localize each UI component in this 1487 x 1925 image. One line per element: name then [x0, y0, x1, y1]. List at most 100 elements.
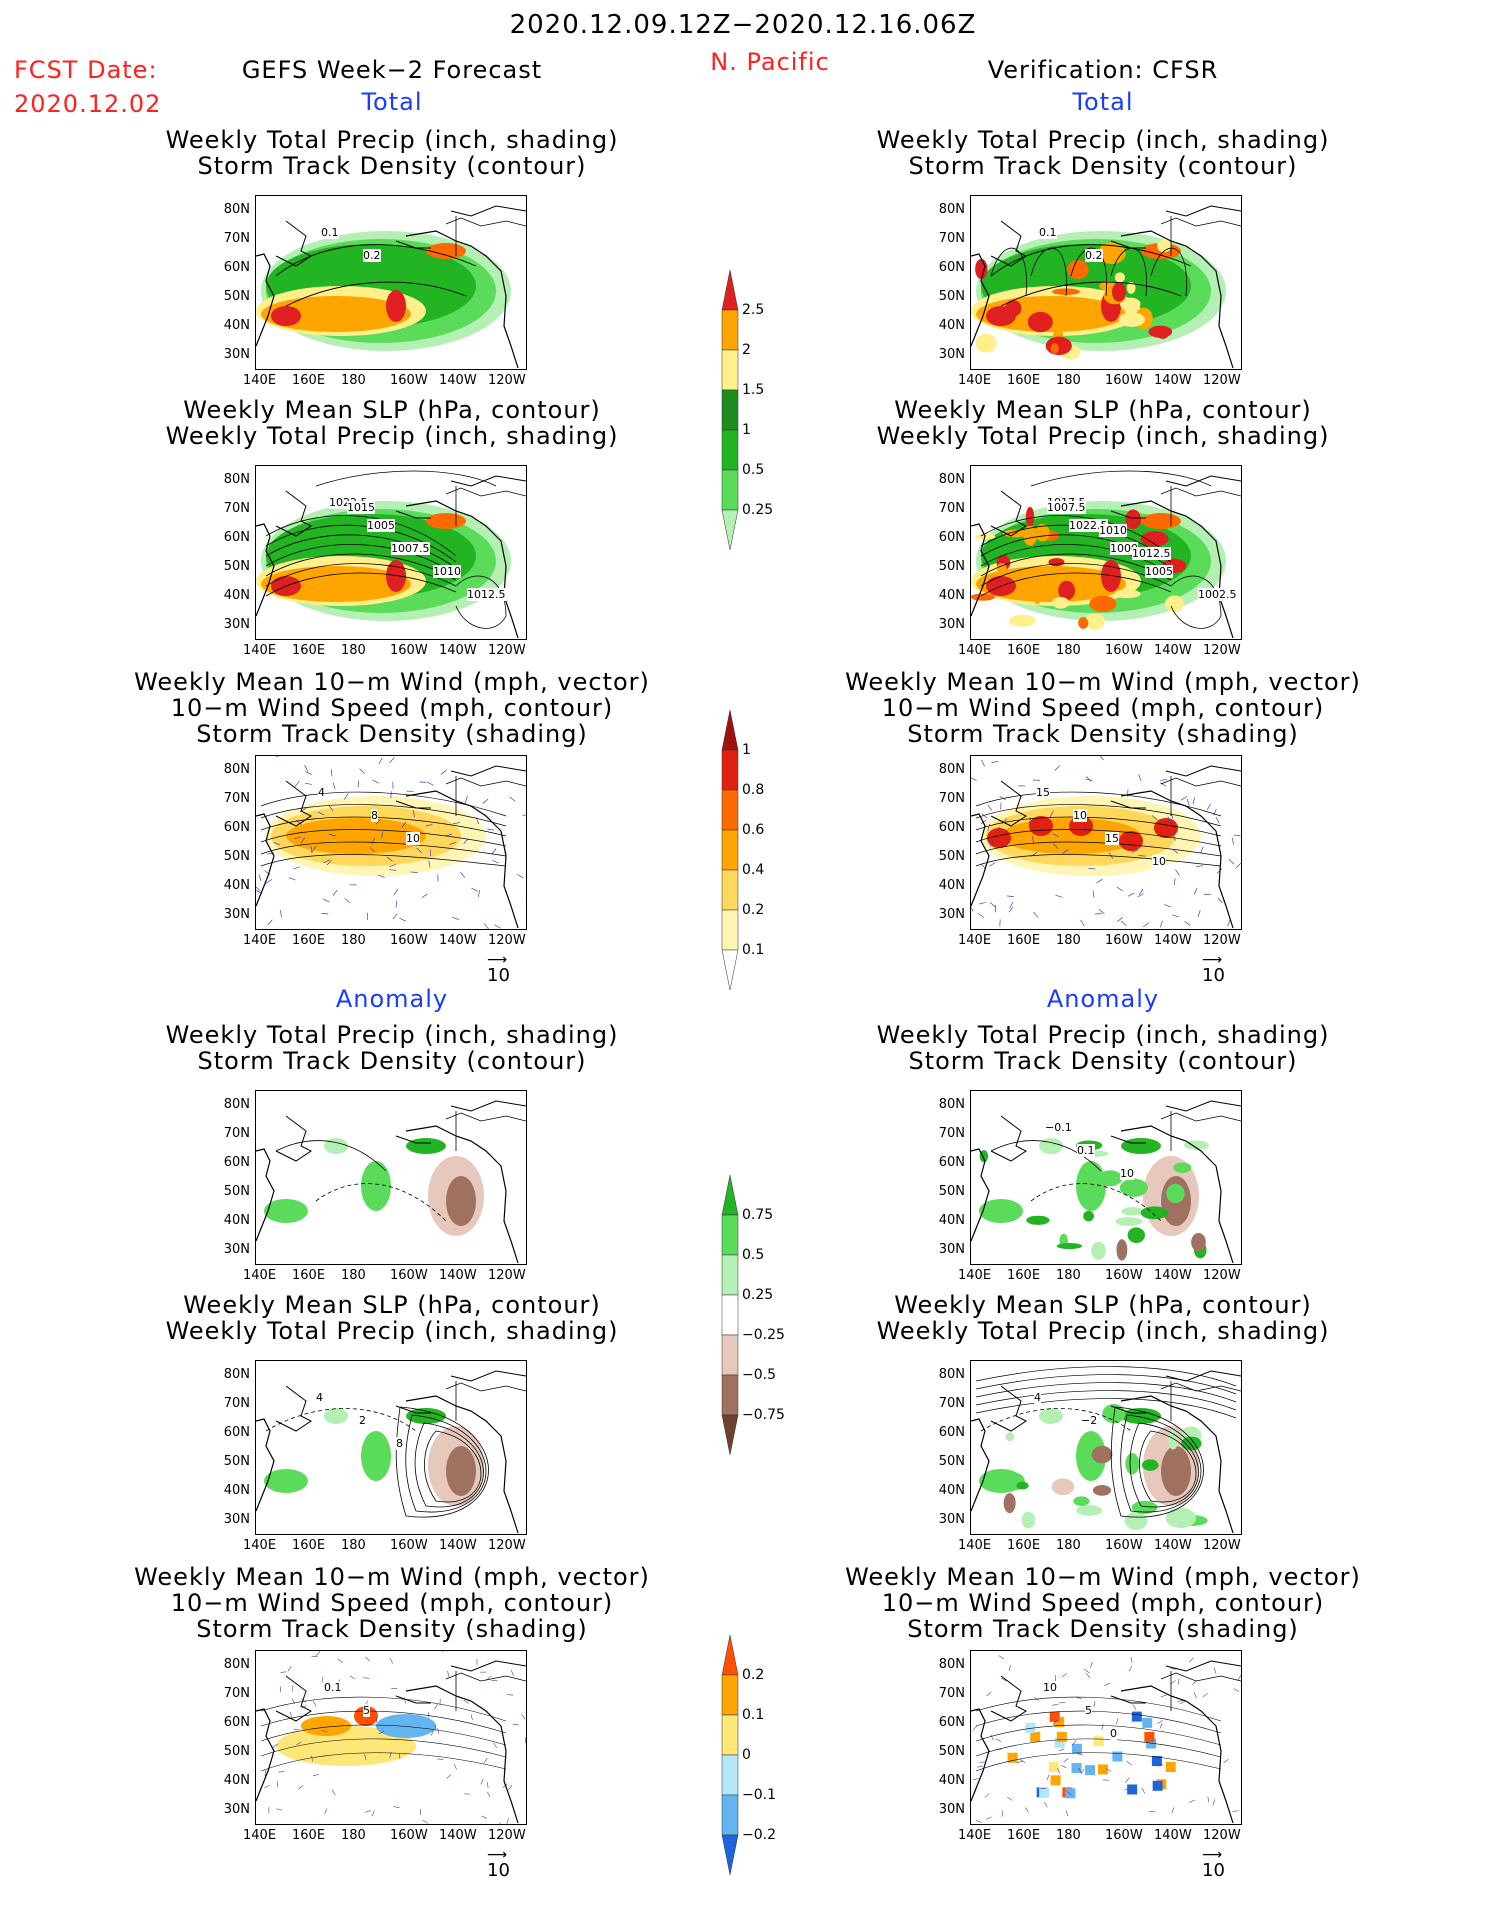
panel-title-cfsr-2-1: 10−m Wind Speed (mph, contour) [881, 694, 1325, 722]
lat-tick: 70N [223, 1396, 250, 1411]
panel-title-gefs-5-2: Storm Track Density (shading) [196, 1615, 588, 1643]
colorbar-segment [721, 1754, 739, 1796]
lat-tick: 50N [938, 849, 965, 864]
map-panel-gefs-aslp: 4 2 8 [255, 1360, 527, 1535]
lon-tick: 180 [1056, 373, 1081, 388]
section-total-left: Total [361, 88, 423, 116]
lat-tick: 30N [938, 347, 965, 362]
colorbar-segment [721, 789, 739, 831]
colorbar-label: 0.75 [742, 1207, 774, 1223]
colorbar-label: −0.2 [742, 1827, 776, 1843]
asia-coastline [256, 523, 275, 617]
asia-coastline [256, 813, 275, 907]
lon-tick: 120W [1203, 373, 1241, 388]
vector-arrow-icon: ⟶ [1202, 1847, 1223, 1863]
lon-tick: 180 [1056, 1538, 1081, 1553]
colorbar-label: 0.8 [742, 782, 765, 798]
map-panel-gefs-wind: 4 8 10 [255, 755, 527, 930]
lon-tick: 160W [390, 1268, 428, 1283]
na-coastline [405, 500, 519, 639]
lat-tick: 70N [938, 1396, 965, 1411]
contour-label: 15 [1105, 832, 1119, 845]
lon-tick: 120W [1203, 1828, 1241, 1843]
colorbar-segment [721, 869, 739, 911]
lat-tick: 60N [938, 260, 965, 275]
colorbar-label: 0 [742, 1747, 751, 1763]
map-plot [971, 756, 1241, 929]
lat-tick: 30N [223, 1512, 250, 1527]
lon-tick: 160E [1007, 1828, 1041, 1843]
map-panel-cfsr-aprecip: −0.1 0.1 10 [970, 1090, 1242, 1265]
panel-title-cfsr-3-0: Weekly Total Precip (inch, shading) [876, 1021, 1330, 1049]
lon-tick: 140W [439, 1538, 477, 1553]
na-coastline [405, 1685, 519, 1824]
lat-tick: 70N [938, 791, 965, 806]
colorbar-segment [721, 709, 739, 751]
lon-tick: 180 [1056, 1828, 1081, 1843]
contour-label: 4 [1034, 1391, 1041, 1404]
contour-label: 0.1 [324, 1681, 342, 1694]
lat-tick: 50N [938, 1184, 965, 1199]
vector-ref-value: 10 [487, 1860, 510, 1881]
panel-title-gefs-2-1: 10−m Wind Speed (mph, contour) [170, 694, 614, 722]
map-panel-cfsr-slp: 1017.51022.5100010051002.51007.510101012… [970, 465, 1242, 640]
na-coastline [405, 230, 519, 369]
lon-tick: 140E [243, 1828, 277, 1843]
colorbar-label: 0.2 [742, 902, 765, 918]
panel-title-cfsr-2-0: Weekly Mean 10−m Wind (mph, vector) [845, 668, 1361, 696]
panel-title-cfsr-5-0: Weekly Mean 10−m Wind (mph, vector) [845, 1563, 1361, 1591]
panel-title-gefs-4-1: Weekly Total Precip (inch, shading) [165, 1317, 619, 1345]
panel-title-gefs-3-0: Weekly Total Precip (inch, shading) [165, 1021, 619, 1049]
asia-coastline [971, 1708, 990, 1802]
lat-tick: 40N [938, 588, 965, 603]
contour-label: 1012.5 [1132, 547, 1171, 560]
contour-label: 1005 [1145, 565, 1173, 578]
colorbar-segment [721, 1254, 739, 1296]
panel-title-cfsr-1-1: Weekly Total Precip (inch, shading) [876, 422, 1330, 450]
colorbar-segment [721, 1414, 739, 1456]
lat-tick: 40N [938, 318, 965, 333]
vector-arrow-icon: ⟶ [1202, 952, 1223, 968]
lat-tick: 80N [223, 762, 250, 777]
lat-tick: 60N [938, 1425, 965, 1440]
contour-label: 1007.5 [391, 542, 430, 555]
lon-tick: 140W [439, 643, 477, 658]
panel-title-gefs-3-1: Storm Track Density (contour) [197, 1047, 587, 1075]
panel-title-gefs-4-0: Weekly Mean SLP (hPa, contour) [183, 1291, 601, 1319]
panel-title-gefs-5-0: Weekly Mean 10−m Wind (mph, vector) [134, 1563, 650, 1591]
na-coastline [1120, 790, 1234, 929]
colorbar-label: 0.4 [742, 862, 765, 878]
map-panel-cfsr-aslp: 4 −2 [970, 1360, 1242, 1535]
asia-coastline [256, 1148, 275, 1242]
lon-tick: 140W [1154, 1268, 1192, 1283]
section-anomaly-right: Anomaly [1046, 985, 1160, 1013]
na-coastline [1120, 1685, 1234, 1824]
lon-tick: 160E [1007, 1268, 1041, 1283]
colorbar-label: 2 [742, 342, 751, 358]
colorbar-label: 0.1 [742, 942, 765, 958]
vector-ref-value: 10 [1202, 965, 1225, 986]
lon-tick: 120W [488, 1828, 526, 1843]
colorbar-label: 0.1 [742, 1707, 765, 1723]
lat-tick: 80N [938, 1097, 965, 1112]
lon-tick: 140W [1154, 933, 1192, 948]
contour-label: 5 [363, 1704, 370, 1717]
panel-title-cfsr-3-1: Storm Track Density (contour) [908, 1047, 1298, 1075]
lon-tick: 140W [1154, 643, 1192, 658]
lon-tick: 120W [488, 643, 526, 658]
lat-tick: 30N [223, 617, 250, 632]
lat-tick: 60N [223, 1155, 250, 1170]
colorbar-segment [721, 1334, 739, 1376]
lon-tick: 160W [390, 373, 428, 388]
contour-label: 10 [1152, 855, 1166, 868]
lat-tick: 80N [223, 1367, 250, 1382]
vector-reference: ⟶ 10 [487, 953, 510, 986]
lon-tick: 180 [341, 373, 366, 388]
contour-label: 0.1 [321, 226, 339, 239]
lon-tick: 160W [390, 1828, 428, 1843]
colorbar-label: 0.2 [742, 1667, 765, 1683]
lat-tick: 30N [223, 907, 250, 922]
lat-tick: 50N [223, 1744, 250, 1759]
lon-tick: 140W [439, 933, 477, 948]
lat-tick: 50N [223, 849, 250, 864]
